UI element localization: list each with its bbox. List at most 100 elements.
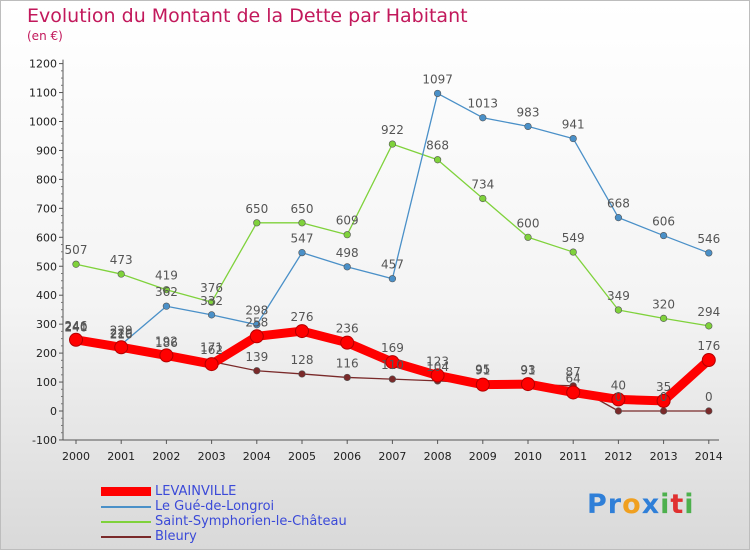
- data-point: [117, 270, 125, 278]
- data-label: 216: [110, 327, 133, 341]
- data-label: 332: [200, 294, 223, 308]
- x-tick-label: 2009: [469, 450, 497, 463]
- logo-letter: P: [587, 489, 608, 520]
- y-tick-label: 900: [36, 144, 57, 157]
- chart-subtitle: (en €): [27, 29, 63, 43]
- data-point: [298, 370, 306, 378]
- data-label: 91: [520, 364, 535, 378]
- data-point: [388, 375, 397, 383]
- data-label: 169: [381, 341, 404, 355]
- data-label: 192: [155, 334, 178, 348]
- data-label: 600: [517, 216, 540, 230]
- data-point: [388, 275, 397, 283]
- legend-swatch-bleury: [101, 536, 151, 538]
- x-tick-label: 2005: [288, 450, 316, 463]
- data-label: 258: [245, 315, 268, 329]
- data-point: [162, 286, 170, 294]
- data-point: [479, 114, 487, 122]
- data-point: [705, 322, 713, 330]
- data-point: [249, 329, 264, 344]
- data-label: 547: [291, 232, 314, 246]
- data-label: 376: [200, 281, 223, 295]
- data-label: 110: [381, 358, 404, 372]
- data-label: 294: [697, 305, 720, 319]
- data-label: 549: [562, 231, 585, 245]
- data-point: [614, 306, 623, 314]
- y-tick-label: 1200: [29, 58, 57, 71]
- logo-letter: o: [622, 489, 642, 520]
- data-label: 87: [566, 365, 581, 379]
- data-point: [298, 219, 306, 227]
- data-label: 546: [697, 232, 720, 246]
- data-label: 128: [291, 353, 314, 367]
- x-tick-label: 2013: [650, 450, 678, 463]
- data-label: 116: [336, 356, 359, 370]
- data-point: [614, 407, 623, 415]
- x-tick-label: 2011: [559, 450, 587, 463]
- data-label: 104: [426, 360, 449, 374]
- data-label: 240: [65, 321, 88, 335]
- data-label: 298: [245, 304, 268, 318]
- data-label: 498: [336, 246, 359, 260]
- data-label: 186: [155, 336, 178, 350]
- legend-item-saint-symphorien: Saint-Symphorien-le-Château: [101, 514, 401, 530]
- legend-label-saint-symphorien: Saint-Symphorien-le-Château: [155, 514, 347, 529]
- logo-letter: i: [660, 489, 671, 520]
- y-tick-label: 1100: [29, 87, 57, 100]
- x-tick-label: 2000: [62, 450, 90, 463]
- data-point: [614, 214, 623, 222]
- data-point: [434, 89, 442, 98]
- data-point: [430, 368, 445, 383]
- data-point: [159, 348, 174, 363]
- data-label: 176: [697, 339, 720, 353]
- data-label: 35: [656, 380, 671, 394]
- data-point: [208, 298, 216, 306]
- y-tick-label: 1000: [29, 116, 57, 129]
- data-label: 139: [245, 350, 268, 364]
- data-point: [295, 324, 309, 339]
- data-point: [69, 332, 83, 347]
- data-point: [659, 314, 668, 322]
- legend-label-le-gue-de-longroi: Le Gué-de-Longroi: [155, 499, 275, 514]
- x-tick-label: 2002: [152, 450, 180, 463]
- data-point: [343, 231, 351, 239]
- data-point: [343, 263, 351, 271]
- logo-letter: r: [607, 489, 623, 520]
- x-tick-label: 2008: [424, 450, 452, 463]
- y-tick-label: 400: [36, 289, 57, 302]
- data-point: [298, 249, 306, 257]
- legend-item-levainville: LEVAINVILLE: [101, 484, 401, 500]
- data-point: [524, 233, 532, 241]
- data-point: [253, 219, 261, 227]
- data-label: 123: [426, 354, 449, 368]
- data-label: 1013: [468, 97, 499, 111]
- data-label: 419: [155, 269, 178, 283]
- data-label: 473: [110, 253, 133, 267]
- data-point: [659, 231, 668, 240]
- data-label: 349: [607, 289, 630, 303]
- logo-letter: t: [670, 489, 685, 520]
- y-tick-label: 0: [50, 405, 57, 418]
- logo-letter: i: [684, 489, 695, 520]
- data-label: 0: [615, 390, 623, 404]
- data-label: 246: [65, 319, 88, 333]
- legend-label-levainville: LEVAINVILLE: [155, 484, 237, 499]
- legend-swatch-le-gue-de-longroi: [101, 506, 151, 508]
- data-label: 507: [65, 243, 88, 257]
- y-tick-label: -100: [32, 434, 57, 447]
- x-tick-label: 2001: [107, 450, 135, 463]
- data-label: 229: [110, 324, 133, 338]
- data-label: 162: [200, 343, 223, 357]
- data-label: 95: [475, 362, 490, 376]
- data-point: [208, 311, 216, 319]
- data-point: [656, 393, 671, 408]
- data-point: [479, 194, 487, 203]
- data-point: [569, 248, 577, 256]
- data-point: [705, 249, 713, 257]
- data-label: 457: [381, 258, 404, 272]
- data-point: [701, 353, 716, 368]
- y-tick-label: 500: [36, 260, 57, 273]
- x-tick-label: 2006: [333, 450, 361, 463]
- data-label: 40: [611, 378, 626, 392]
